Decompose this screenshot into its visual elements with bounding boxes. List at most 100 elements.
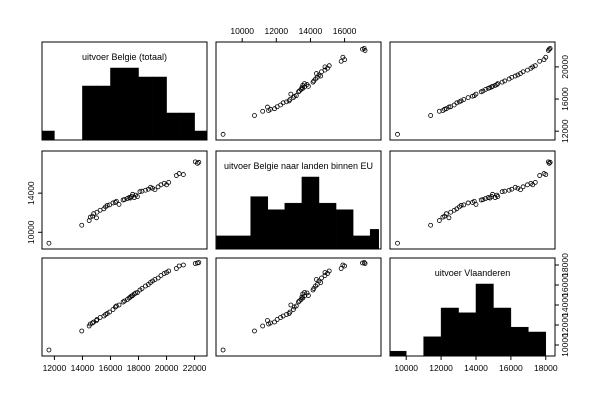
- scatter-point-totaal-vl-11: [458, 98, 464, 104]
- scatter-point-eu-vl-16: [473, 202, 479, 207]
- scatter-point-totaal-vl-19: [483, 86, 488, 92]
- scatter-point-eu-vl-18: [480, 197, 486, 202]
- scatter-point-eu-vl-28: [502, 188, 508, 194]
- scatter-point-eu-vl-8: [451, 207, 457, 213]
- scatter-point-totaal-vl-43: [546, 46, 552, 52]
- panel-frame-2-1: [215, 257, 382, 357]
- scatter-point-eu-totaal-22: [129, 194, 134, 199]
- histogram-bar-totaal-6: [124, 67, 139, 141]
- scatter-point-vl-eu-38: [326, 268, 332, 274]
- scatter-point-vl-eu-7: [274, 317, 280, 322]
- scatter-point-totaal-eu-1: [252, 113, 257, 118]
- scatter-point-vl-eu-41: [340, 262, 346, 268]
- scatter-point-eu-vl-37: [530, 182, 536, 188]
- scatter-point-totaal-vl-37: [530, 64, 536, 70]
- x-tick-label-top-eu-12000: 12000: [264, 26, 288, 36]
- x-tick-label-totaal-22000: 22000: [183, 363, 207, 373]
- x-tick-label-totaal-20000: 20000: [155, 363, 179, 373]
- x-tick-label-vl-16000: 16000: [499, 363, 523, 373]
- scatter-point-vl-eu-25: [304, 290, 310, 296]
- scatter-point-eu-totaal-3: [87, 214, 93, 220]
- scatter-point-vl-eu-12: [287, 309, 293, 315]
- scatter-point-vl-eu-21: [299, 294, 305, 300]
- scatter-point-eu-totaal-6: [94, 215, 99, 221]
- histogram-bar-eu-8: [369, 229, 379, 250]
- scatter-point-vl-totaal-0: [46, 347, 52, 353]
- scatter-point-eu-vl-27: [499, 189, 505, 195]
- panel-frame-0-1: [215, 41, 382, 141]
- y-tick-label-right-vl-10000: 10000: [560, 333, 570, 357]
- scatter-point-vl-eu-26: [302, 290, 307, 295]
- scatter-point-totaal-vl-31: [512, 73, 518, 79]
- histogram-bar-eu-3: [284, 202, 303, 250]
- scatter-point-vl-eu-13: [290, 307, 296, 312]
- histogram-bar-vl-7: [510, 326, 529, 357]
- scatter-point-vl-totaal-3: [87, 321, 93, 327]
- panel-frame-0-0: [41, 41, 208, 141]
- scatter-point-vl-eu-33: [314, 277, 319, 282]
- scatter-point-vl-eu-23: [305, 293, 311, 298]
- x-tick-label-vl-14000: 14000: [464, 363, 488, 373]
- scatter-point-vl-eu-6: [265, 318, 270, 323]
- scatter-point-totaal-vl-39: [537, 58, 543, 64]
- scatter-point-totaal-vl-27: [499, 79, 505, 85]
- x-tick-label-top-eu-16000: 16000: [333, 26, 357, 36]
- histogram-bar-vl-8: [528, 331, 547, 357]
- histogram-bar-eu-5: [318, 202, 337, 250]
- scatter-point-vl-totaal-41: [180, 262, 186, 268]
- scatter-point-eu-totaal-16: [116, 202, 122, 207]
- x-tick-label-vl-18000: 18000: [534, 363, 558, 373]
- x-tick-label-totaal-14000: 14000: [71, 363, 95, 373]
- scatter-point-eu-vl-30: [509, 186, 515, 192]
- scatter-point-eu-totaal-0: [46, 240, 52, 246]
- histogram-bar-vl-4: [458, 312, 477, 357]
- histogram-bar-totaal-10: [180, 112, 195, 141]
- scatter-point-totaal-eu-37: [322, 64, 328, 70]
- scatter-point-eu-vl-32: [515, 185, 521, 191]
- histogram-bar-eu-1: [250, 196, 269, 250]
- scatter-point-eu-vl-19: [483, 196, 488, 201]
- scatter-point-totaal-vl-12: [461, 97, 467, 102]
- scatter-point-eu-totaal-33: [152, 187, 158, 193]
- scatter-point-vl-totaal-12: [107, 309, 113, 315]
- scatter-point-eu-vl-7: [448, 209, 454, 215]
- histogram-bar-totaal-5: [110, 67, 125, 141]
- scatter-point-eu-totaal-39: [173, 173, 179, 178]
- scatter-point-vl-totaal-44: [196, 260, 202, 265]
- scatter-point-totaal-vl-8: [451, 102, 457, 108]
- scatter-point-totaal-eu-27: [310, 79, 316, 85]
- scatter-point-vl-totaal-11: [104, 311, 110, 316]
- scatter-point-eu-vl-38: [532, 179, 538, 185]
- scatter-point-eu-totaal-4: [90, 213, 95, 219]
- scatter-point-totaal-eu-41: [340, 54, 346, 60]
- panel-frame-0-2: [389, 41, 556, 141]
- scatter-point-vl-eu-32: [316, 278, 322, 284]
- scatter-point-eu-totaal-44: [196, 159, 202, 165]
- histogram-bar-eu-6: [335, 209, 354, 250]
- scatter-point-eu-totaal-24: [131, 195, 137, 200]
- scatter-point-vl-eu-10: [284, 312, 289, 317]
- scatter-point-totaal-vl-34: [520, 69, 526, 75]
- scatter-point-totaal-vl-32: [515, 72, 521, 78]
- scatter-point-eu-vl-1: [428, 222, 434, 228]
- histogram-bar-totaal-3: [82, 85, 97, 141]
- scatter-point-totaal-eu-14: [291, 93, 297, 99]
- scatter-point-vl-totaal-38: [166, 268, 172, 274]
- y-tick-label-eu-14000: 14000: [26, 181, 36, 205]
- scatter-point-vl-totaal-36: [161, 271, 167, 276]
- scatter-point-totaal-eu-26: [302, 81, 307, 87]
- scatter-point-totaal-vl-41: [543, 54, 549, 60]
- histogram-bar-totaal-11: [194, 130, 208, 141]
- scatter-point-eu-vl-11: [458, 202, 464, 208]
- scatter-point-totaal-eu-15: [293, 93, 299, 99]
- scatter-point-vl-eu-15: [293, 303, 299, 309]
- scatter-point-totaal-eu-25: [304, 82, 310, 87]
- scatter-point-eu-vl-33: [518, 187, 523, 193]
- histogram-bar-totaal-9: [166, 112, 181, 141]
- scatter-point-totaal-eu-17: [296, 89, 301, 95]
- x-tick-label-top-eu-14000: 14000: [299, 26, 323, 36]
- scatter-point-vl-eu-37: [322, 270, 328, 275]
- scatter-point-eu-vl-6: [446, 215, 452, 221]
- scatter-point-eu-vl-34: [520, 184, 526, 190]
